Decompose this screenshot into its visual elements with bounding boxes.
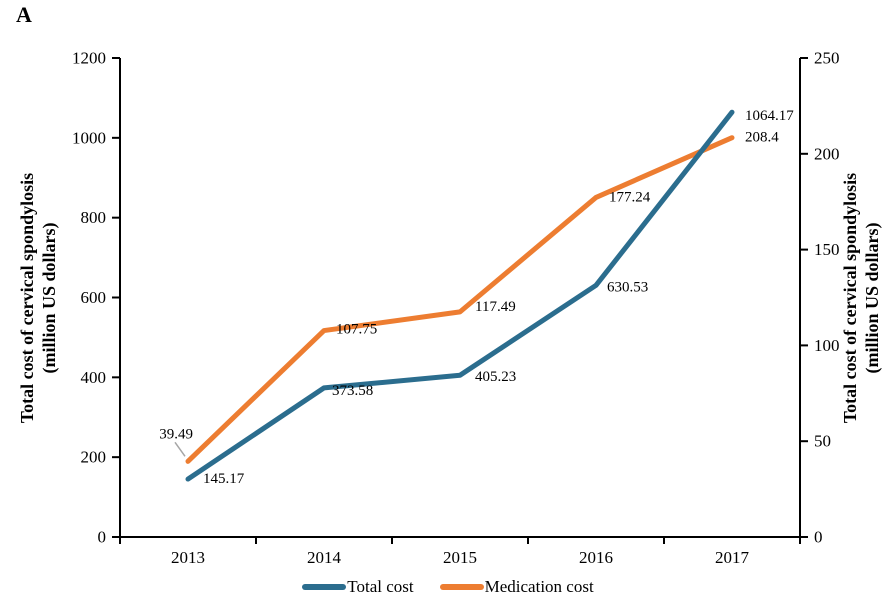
total-cost-line-swatch <box>302 584 347 590</box>
data-label: 630.53 <box>607 279 648 295</box>
y-axis-left-tick-label: 600 <box>81 288 107 307</box>
y-axis-right-tick-label: 100 <box>814 336 840 355</box>
x-axis-year-label: 2017 <box>715 548 750 567</box>
right-axis-title-line2: (million US dollars) <box>862 222 882 374</box>
data-label: 117.49 <box>475 299 516 315</box>
x-axis-year-label: 2016 <box>579 548 613 567</box>
right-axis-title-line1: Total cost of cervical spondylosis <box>840 172 860 424</box>
y-axis-right-tick-label: 200 <box>814 144 840 163</box>
left-axis-title-line2: (million US dollars) <box>39 222 59 374</box>
data-label: 177.24 <box>609 189 651 205</box>
x-axis-year-label: 2014 <box>307 548 342 567</box>
legend-item-medication-cost: Medication cost <box>439 577 594 597</box>
data-label-leader-line <box>174 441 186 457</box>
x-axis-year-label: 2015 <box>443 548 477 567</box>
legend: Total cost Medication cost <box>0 577 896 597</box>
y-axis-right-tick-label: 0 <box>814 528 823 547</box>
y-axis-left-tick-label: 200 <box>81 448 107 467</box>
panel-label: A <box>16 2 32 27</box>
data-label: 208.4 <box>745 130 779 146</box>
y-axis-left-tick-label: 400 <box>81 368 107 387</box>
medication-cost-line-swatch <box>439 584 484 590</box>
y-axis-left-tick-label: 1000 <box>72 128 106 147</box>
y-axis-right-tick-label: 250 <box>814 49 840 68</box>
y-axis-right-tick-label: 150 <box>814 240 840 259</box>
x-axis-year-label: 2013 <box>171 548 205 567</box>
legend-label-medication-cost: Medication cost <box>484 577 594 596</box>
data-label: 405.23 <box>475 369 516 385</box>
series-line-total-cost <box>185 109 735 482</box>
data-label: 107.75 <box>336 322 377 338</box>
data-label: 145.17 <box>203 471 245 487</box>
series-line-medication-cost <box>185 135 735 464</box>
y-axis-left-tick-label: 1200 <box>72 49 106 68</box>
y-axis-right-tick-label: 50 <box>814 432 831 451</box>
data-label: 1064.17 <box>745 108 794 124</box>
data-label: 39.49 <box>159 426 193 442</box>
left-axis-title-line1: Total cost of cervical spondylosis <box>17 172 37 424</box>
legend-label-total-cost: Total cost <box>347 577 414 596</box>
right-axis-title: Total cost of cervical spondylosis (mill… <box>839 48 883 548</box>
y-axis-left-tick-label: 0 <box>98 528 107 547</box>
left-axis-title: Total cost of cervical spondylosis (mill… <box>16 48 60 548</box>
y-axis-left-tick-label: 800 <box>81 208 107 227</box>
legend-item-total-cost: Total cost <box>302 577 414 597</box>
data-label: 373.58 <box>332 383 373 399</box>
